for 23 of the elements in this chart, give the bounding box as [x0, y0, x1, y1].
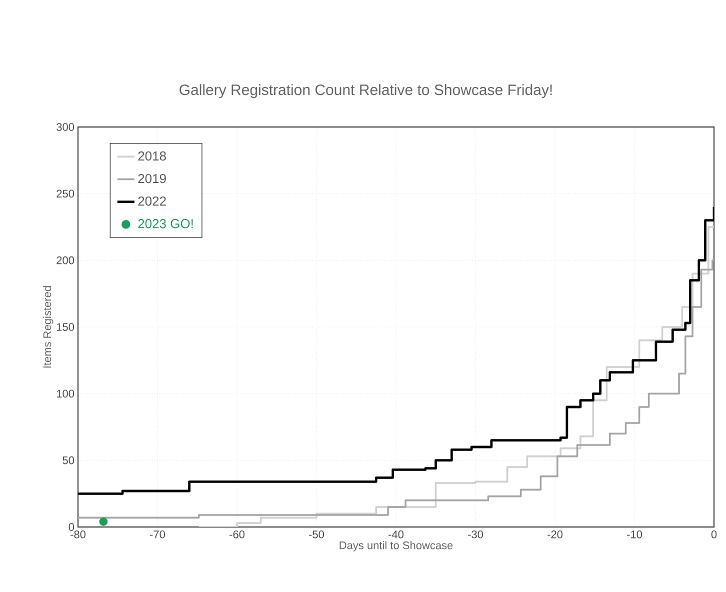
x-tick-label: -30 [468, 530, 484, 538]
x-tick-label: 0 [711, 530, 717, 538]
x-tick-label: -20 [548, 530, 563, 538]
x-axis-title: Days until to Showcase [340, 541, 453, 552]
x-tick-label: -40 [388, 530, 404, 538]
y-tick-label: 200 [56, 256, 74, 264]
y-tick-label: 0 [68, 523, 74, 531]
y-tick-label: 50 [62, 456, 74, 464]
y-tick-label: 250 [56, 190, 74, 198]
y-tick-label: 150 [56, 323, 74, 331]
legend-label: 2019 [138, 174, 166, 184]
y-tick-label: 100 [56, 390, 74, 398]
chart-title: Gallery Registration Count Relative to Showcase Friday! [180, 84, 552, 98]
x-tick-label: -10 [627, 530, 642, 538]
x-tick-label: -80 [70, 530, 86, 538]
x-tick-label: -70 [150, 530, 166, 538]
y-axis-title: Items Registered [43, 286, 54, 368]
legend-label: 2023 GO! [138, 219, 193, 228]
x-tick-label: -60 [230, 530, 245, 538]
legend-label: 2018 [138, 151, 166, 161]
y-tick-label: 300 [56, 123, 74, 131]
legend-label: 2022 [138, 196, 166, 206]
x-tick-label: -50 [309, 530, 324, 538]
